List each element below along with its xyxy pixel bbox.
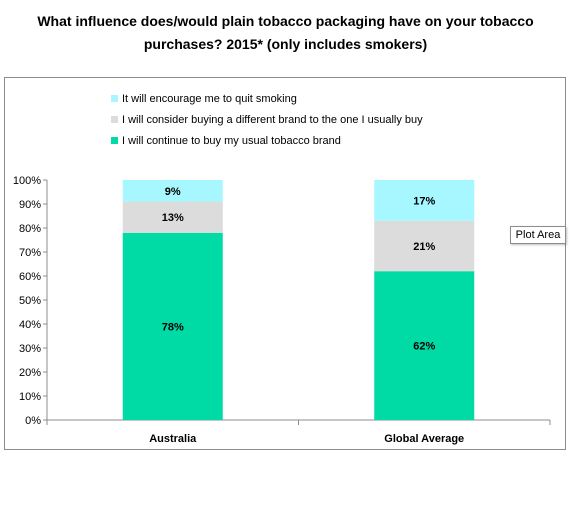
chart-title-line-1: What influence does/would plain tobacco … — [37, 13, 534, 29]
data-label-global-average-series-3: 17% — [413, 195, 435, 207]
y-tick-label-40: 40% — [19, 319, 41, 331]
legend-label-series-1: I will continue to buy my usual tobacco … — [122, 135, 341, 147]
chart-title: What influence does/would plain tobacco … — [0, 10, 571, 56]
y-tick-label-30: 30% — [19, 343, 41, 355]
legend-swatch-series-2 — [111, 116, 118, 123]
legend-swatch-series-1 — [111, 137, 118, 144]
chart-area[interactable] — [4, 77, 566, 450]
bar-australia-series-1[interactable] — [122, 232, 223, 420]
plot-area-tooltip: Plot Area — [510, 226, 566, 244]
bar-global-average-series-1[interactable] — [374, 271, 475, 420]
bar-australia-series-2[interactable] — [122, 201, 223, 233]
legend-swatch-series-3 — [111, 95, 118, 102]
data-label-australia-series-1: 78% — [162, 321, 184, 333]
y-tick-label-0: 0% — [25, 415, 41, 427]
y-tick-label-90: 90% — [19, 199, 41, 211]
data-label-global-average-series-2: 21% — [413, 241, 435, 253]
y-tick-label-80: 80% — [19, 223, 41, 235]
x-category-label-global-average: Global Average — [384, 433, 464, 445]
y-tick-label-50: 50% — [19, 295, 41, 307]
data-label-global-average-series-1: 62% — [413, 341, 435, 353]
bar-australia-series-3[interactable] — [122, 180, 223, 202]
chart-title-line-2: purchases? 2015* (only includes smokers) — [143, 36, 428, 52]
data-label-australia-series-2: 13% — [162, 212, 184, 224]
y-tick-label-10: 10% — [19, 391, 41, 403]
y-tick-label-100: 100% — [13, 175, 41, 187]
y-tick-label-20: 20% — [19, 367, 41, 379]
legend-label-series-3: It will encourage me to quit smoking — [122, 93, 297, 105]
data-label-australia-series-3: 9% — [165, 186, 181, 198]
bar-global-average-series-2[interactable] — [374, 220, 475, 272]
y-tick-label-60: 60% — [19, 271, 41, 283]
legend-label-series-2: I will consider buying a different brand… — [122, 114, 423, 126]
y-tick-label-70: 70% — [19, 247, 41, 259]
bar-global-average-series-3[interactable] — [374, 180, 475, 221]
x-category-label-australia: Australia — [149, 433, 197, 445]
